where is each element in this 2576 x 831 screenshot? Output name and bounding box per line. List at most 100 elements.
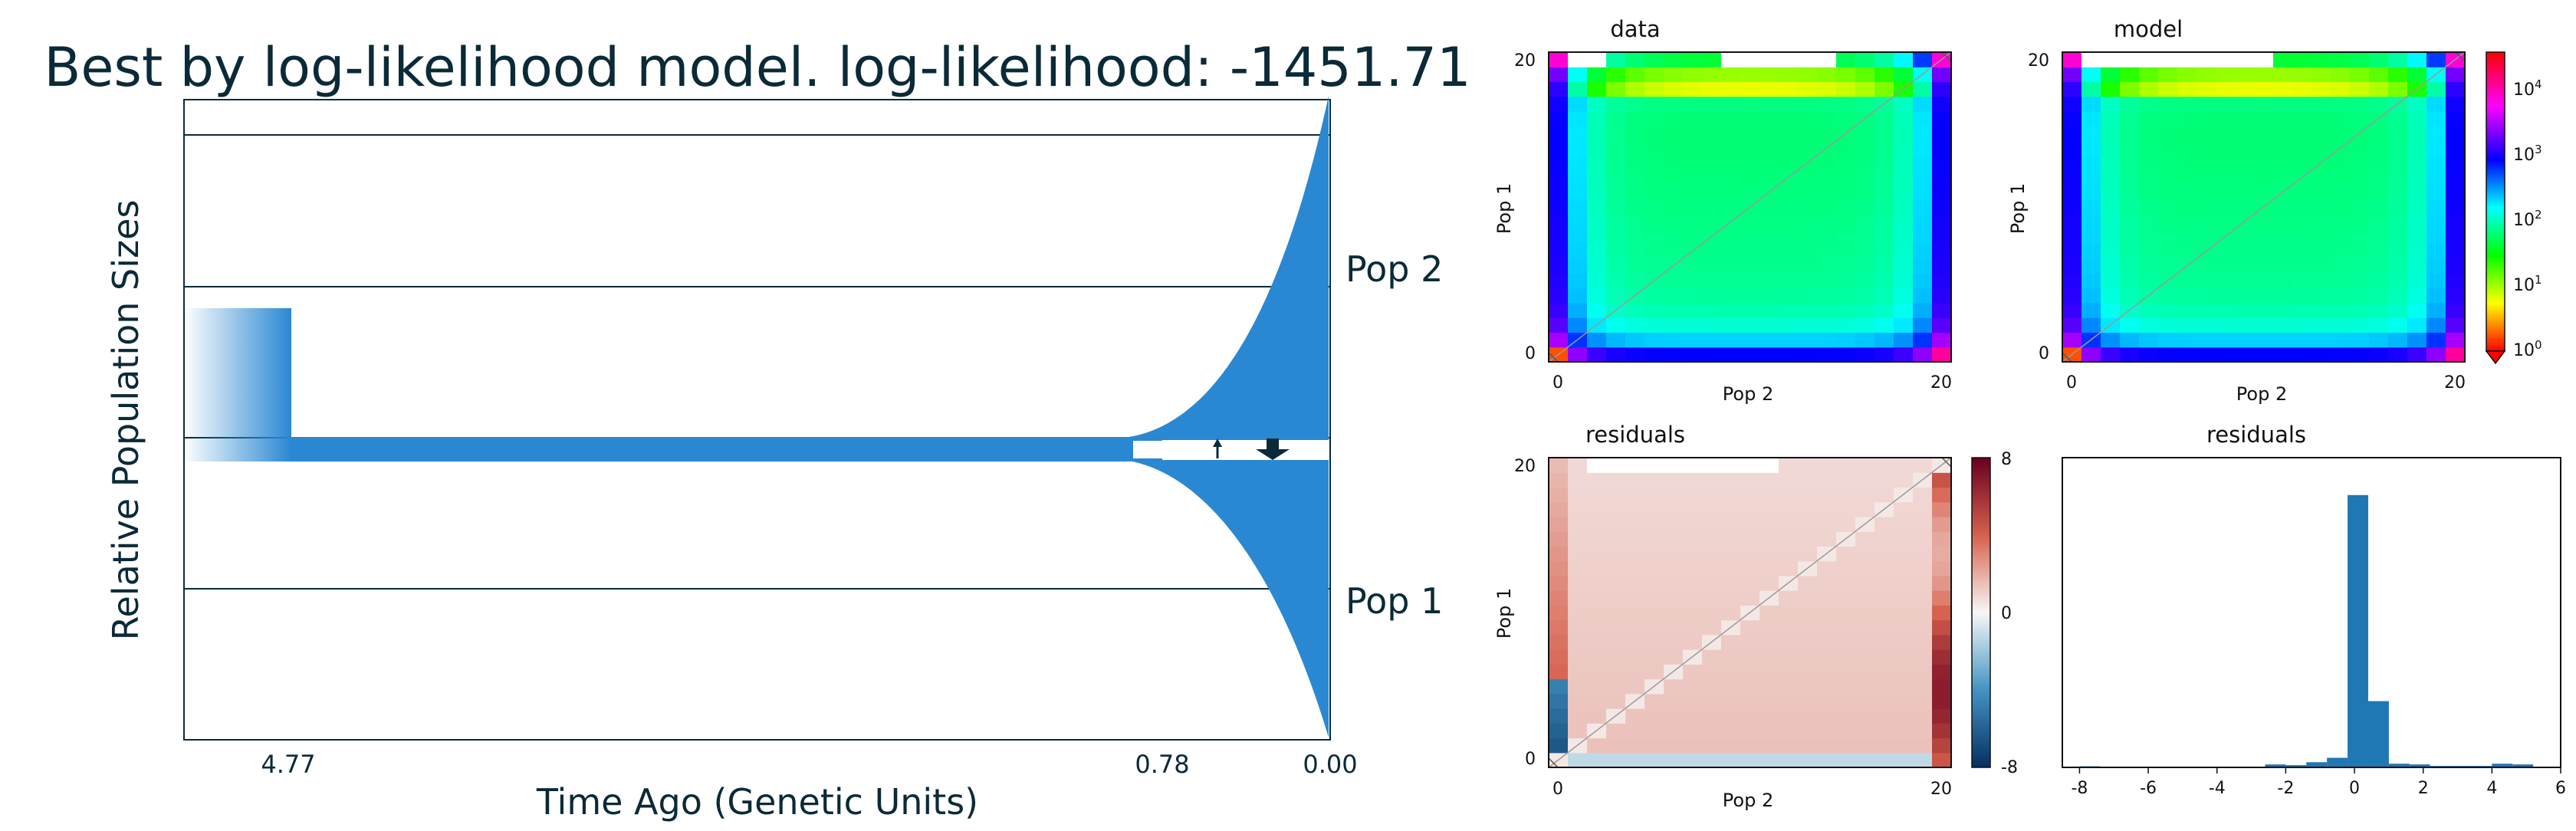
heatmap-cell (1568, 287, 1588, 304)
heatmap-cell (2388, 303, 2408, 318)
heatmap-cell (1932, 634, 1952, 650)
heatmap-cell (1606, 472, 1626, 488)
heatmap-cell (1779, 516, 1799, 532)
y-tick: 0 (1525, 344, 1536, 363)
heatmap-cell (1549, 531, 1569, 547)
heatmap-cell (1625, 752, 1645, 768)
heatmap-cell (1740, 155, 1760, 171)
heatmap-cell (1606, 140, 1626, 156)
heatmap-cell (1740, 287, 1760, 304)
residuals-histogram (2079, 494, 2534, 767)
y-tick: 20 (2028, 51, 2049, 71)
heatmap-cell (1875, 752, 1894, 768)
heatmap-cell (2369, 67, 2389, 83)
heatmap-cell (2426, 155, 2446, 171)
heatmap-cell (1932, 67, 1952, 83)
heatmap-cell (1568, 605, 1588, 621)
heatmap-cell (2254, 317, 2274, 333)
heatmap-cell (1644, 258, 1664, 274)
heatmap-cell (1568, 81, 1588, 97)
heatmap-cell (2062, 332, 2082, 348)
heatmap-cell (2216, 96, 2236, 112)
heatmap-cell (1625, 303, 1645, 318)
heatmap-cell (1855, 214, 1875, 230)
heatmap-cell (1798, 634, 1818, 650)
heatmap-cell (1798, 501, 1818, 517)
heatmap-cell (1875, 560, 1894, 576)
heatmap-cell (1721, 185, 1741, 200)
heatmap-cell (1760, 287, 1779, 304)
heatmap-cell (1664, 693, 1684, 709)
heatmap-cell (1913, 287, 1933, 304)
heatmap-cell (1568, 214, 1588, 230)
heatmap-cell (1932, 472, 1952, 488)
heatmap-cell (1549, 664, 1569, 680)
heatmap-cell (2292, 155, 2312, 171)
heatmap-cell (1894, 155, 1914, 171)
heatmap-cell (1702, 317, 1722, 333)
heatmap-cell (1798, 228, 1818, 245)
heatmap-cell (1664, 317, 1684, 333)
heatmap-cell (1587, 67, 1607, 83)
heatmap-cell (1913, 693, 1933, 709)
heatmap-cell (1683, 110, 1703, 126)
heatmap-cell (2312, 214, 2331, 230)
heatmap-cell (2235, 199, 2255, 215)
heatmap-cell (1779, 605, 1799, 621)
heatmap-cell (2407, 126, 2427, 142)
heatmap-cell (1740, 693, 1760, 709)
heatmap-cell (1760, 214, 1779, 230)
heatmap-cell (1798, 258, 1818, 274)
y-axis-title: Relative Population Sizes (105, 200, 146, 641)
heatmap-cell (1817, 67, 1837, 83)
heatmap-cell (1683, 228, 1703, 245)
heatmap-cell (1568, 96, 1588, 112)
heatmap-cell (1836, 52, 1856, 67)
heatmap-cell (2446, 214, 2466, 230)
heatmap-cell (1740, 317, 1760, 333)
heatmap-cell (1549, 67, 1569, 83)
heatmap-cell (1836, 244, 1856, 259)
heatmap-cell (2350, 140, 2370, 156)
heatmap-cell (1740, 708, 1760, 724)
heatmap-cell (1855, 287, 1875, 304)
heatmap-cell (2177, 287, 2197, 304)
heatmap-cell (1932, 81, 1952, 97)
heatmap-cell (1664, 110, 1684, 126)
heatmap-cell (1932, 664, 1952, 680)
heatmap-cell (2426, 214, 2446, 230)
heatmap-cell (2446, 126, 2466, 142)
heatmap-cell (1606, 664, 1626, 680)
heatmap-cell (1779, 287, 1799, 304)
heatmap-cell (2369, 258, 2389, 274)
heatmap-cell (1875, 472, 1894, 488)
heatmap-cell (2254, 258, 2274, 274)
heatmap-cell (1817, 332, 1837, 348)
heatmap-cell (1817, 501, 1837, 517)
heatmap-cell (1817, 723, 1837, 739)
heatmap-cell (1913, 96, 1933, 112)
heatmap-cell (1549, 273, 1569, 289)
heatmap-cell (1587, 287, 1607, 304)
heatmap-cell (2446, 317, 2466, 333)
heatmap-cell (2312, 258, 2331, 274)
heatmap-cell (1721, 634, 1741, 650)
heatmap-cell (2216, 332, 2236, 348)
heatmap-cell (2177, 81, 2197, 97)
heatmap-cell (1836, 96, 1856, 112)
heatmap-cell (2101, 52, 2121, 67)
heatmap-cell (1587, 110, 1607, 126)
heatmap-cell (1568, 185, 1588, 200)
heatmap-cell (1606, 347, 1626, 363)
heatmap-cell (1664, 516, 1684, 532)
heatmap-cell (2101, 258, 2121, 274)
heatmap-cell (2407, 110, 2427, 126)
heatmap-cell (1740, 126, 1760, 142)
heatmap-cell (1798, 244, 1818, 259)
heatmap-cell (2292, 332, 2312, 348)
heatmap-cell (2082, 214, 2101, 230)
heatmap-cell (2292, 228, 2312, 245)
heatmap-cell (1836, 81, 1856, 97)
heatmap-cell (1702, 487, 1722, 503)
heatmap-cell (2101, 140, 2121, 156)
